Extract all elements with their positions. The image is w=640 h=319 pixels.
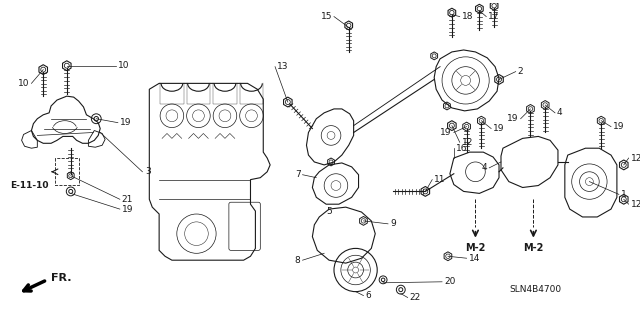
Text: 19: 19	[120, 118, 131, 127]
Text: 9: 9	[390, 219, 396, 228]
Text: 12: 12	[461, 138, 473, 147]
Text: 11: 11	[434, 175, 445, 184]
Text: 16: 16	[456, 144, 467, 153]
Text: M-2: M-2	[465, 243, 486, 253]
Text: 19: 19	[122, 204, 133, 214]
Text: 13: 13	[277, 62, 289, 71]
Text: 3: 3	[145, 167, 151, 176]
Text: 6: 6	[365, 291, 371, 300]
Text: 21: 21	[122, 195, 133, 204]
Text: 20: 20	[444, 277, 456, 286]
Text: 12: 12	[630, 200, 640, 209]
Text: 19: 19	[507, 114, 518, 123]
Text: 15: 15	[321, 12, 332, 21]
Text: FR.: FR.	[51, 273, 72, 283]
Text: 22: 22	[410, 293, 421, 302]
Text: 5: 5	[326, 207, 332, 216]
Text: 4: 4	[482, 163, 487, 172]
Text: 19: 19	[440, 128, 452, 137]
Text: 1: 1	[621, 190, 627, 199]
Text: 2: 2	[518, 67, 524, 76]
Text: 4: 4	[557, 108, 563, 117]
Text: 17: 17	[488, 12, 500, 21]
Text: 8: 8	[295, 256, 301, 265]
Text: E-11-10: E-11-10	[10, 181, 49, 190]
Text: 14: 14	[468, 254, 480, 263]
Text: M-2: M-2	[524, 243, 543, 253]
Text: 19: 19	[613, 122, 625, 131]
Text: SLN4B4700: SLN4B4700	[509, 285, 561, 294]
Text: 7: 7	[295, 170, 301, 179]
Text: 18: 18	[461, 12, 473, 21]
Text: 10: 10	[18, 79, 29, 88]
Text: 12: 12	[630, 153, 640, 162]
Text: 19: 19	[493, 124, 504, 133]
Text: 10: 10	[118, 61, 129, 70]
